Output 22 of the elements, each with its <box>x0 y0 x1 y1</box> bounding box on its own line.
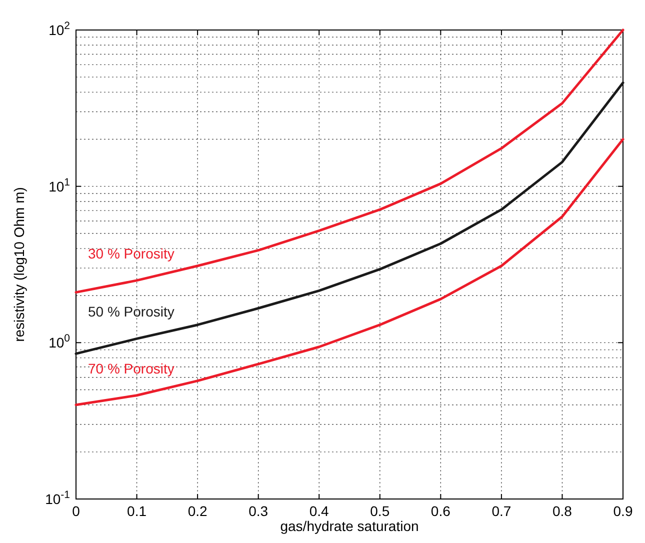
line-series <box>74 81 624 355</box>
line-series <box>74 28 624 294</box>
x-tick-label: 0.8 <box>552 503 572 519</box>
series-label: 70 % Porosity <box>88 360 174 376</box>
x-tick-label: 0.2 <box>188 503 208 519</box>
x-tick-label: 0.6 <box>430 503 451 519</box>
x-tick-label: 0.5 <box>370 503 390 519</box>
x-tick-label: 0.7 <box>492 503 512 519</box>
line-series <box>74 138 624 406</box>
y-tick-label: 10$^{0}$ <box>48 332 70 351</box>
x-tick-label: 0 <box>72 503 80 519</box>
y-tick-label: 10$^{-1}$ <box>45 489 70 507</box>
x-axis-title: gas/hydrate saturation <box>280 518 419 534</box>
series-label: 50 % Porosity <box>88 304 174 320</box>
y-tick-label: 10$^{1}$ <box>48 176 70 194</box>
y-tick-label: 10$^{2}$ <box>48 20 70 38</box>
x-tick-label: 0.1 <box>127 503 147 519</box>
x-tick-label: 0.9 <box>613 503 633 519</box>
x-tick-label: 0.3 <box>248 503 268 519</box>
y-axis-title: resistivity (log10 Ohm m) <box>11 187 27 342</box>
x-tick-label: 0.4 <box>309 503 330 519</box>
series-label: 30 % Porosity <box>88 245 174 262</box>
